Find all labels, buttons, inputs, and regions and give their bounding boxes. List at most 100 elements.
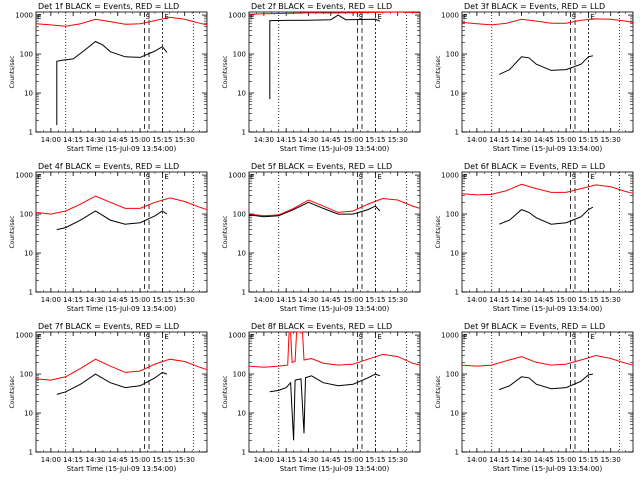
y-axis-label: Counts/sec (9, 215, 16, 248)
y-tick-label: 10 (237, 410, 246, 418)
plot-frame (461, 171, 634, 293)
lld-rate-line (248, 331, 421, 368)
x-tick-label: 14:30 (298, 136, 318, 144)
x-tick-label: 14:45 (321, 296, 341, 304)
x-tick-label: 15:15 (578, 136, 598, 144)
x-tick-label: 14:45 (108, 456, 128, 464)
ss-label: S (146, 173, 151, 181)
lld-rate-line (461, 183, 634, 196)
start-label: E (250, 13, 254, 21)
x-tick-label: 15:00 (343, 456, 363, 464)
y-axis-label: Counts/sec (9, 55, 16, 88)
x-tick-label: 14:45 (534, 456, 554, 464)
x-tick-label: 14:45 (108, 136, 128, 144)
y-axis-label: Counts/sec (435, 375, 442, 408)
y-tick-label: 1 (29, 129, 33, 137)
x-axis-label: Start Time (15-Jul-09 13:54:00) (280, 145, 390, 153)
plot-frame (35, 11, 208, 133)
y-tick-label: 1 (29, 289, 33, 297)
panel-svg: Det 8f BLACK = Events, RED = LLD E S E 1 10 10… (222, 322, 421, 473)
y-tick-label: 100 (233, 371, 246, 379)
lld-rate-line (248, 197, 421, 217)
detector-panel-6: Det 6f BLACK = Events, RED = LLD E S E 1 10 10… (426, 160, 639, 320)
se-label: E (590, 13, 594, 21)
panel-title: Det 4f BLACK = Events, RED = LLD (38, 162, 179, 171)
y-tick-label: 1 (455, 289, 459, 297)
x-tick-label: 15:30 (601, 136, 621, 144)
x-tick-label: 15:30 (175, 136, 195, 144)
x-tick-label: 15:15 (578, 296, 598, 304)
panel-title: Det 8f BLACK = Events, RED = LLD (251, 322, 392, 331)
y-tick-label: 1000 (228, 332, 246, 340)
y-tick-label: 1 (29, 449, 33, 457)
x-tick-label: 14:15 (489, 296, 509, 304)
x-tick-label: 14:15 (63, 136, 83, 144)
y-tick-label: 1 (455, 449, 459, 457)
x-tick-label: 14:30 (511, 456, 531, 464)
events-rate-line (248, 201, 381, 218)
x-tick-label: 15:30 (388, 296, 408, 304)
se-label: E (164, 173, 168, 181)
panel-title: Det 7f BLACK = Events, RED = LLD (38, 322, 179, 331)
x-tick-label: 15:15 (365, 136, 385, 144)
y-tick-label: 100 (233, 211, 246, 219)
y-tick-label: 10 (450, 250, 459, 258)
y-tick-label: 1 (242, 449, 246, 457)
x-tick-label: 14:15 (276, 456, 296, 464)
x-axis-label: Start Time (15-Jul-09 13:54:00) (493, 145, 603, 153)
detector-panel-1: Det 1f BLACK = Events, RED = LLD E S E 1 10 10… (0, 0, 213, 160)
y-tick-label: 1 (455, 129, 459, 137)
ss-label: S (146, 13, 151, 21)
events-rate-line (56, 371, 168, 395)
x-tick-label: 14:00 (254, 296, 274, 304)
events-rate-line (498, 55, 594, 75)
x-tick-label: 15:00 (343, 136, 363, 144)
panel-title: Det 3f BLACK = Events, RED = LLD (464, 2, 605, 11)
y-axis-label: Counts/sec (222, 55, 229, 88)
x-tick-label: 15:30 (175, 296, 195, 304)
y-axis-label: Counts/sec (9, 375, 16, 408)
y-tick-label: 1 (242, 289, 246, 297)
panel-title: Det 2f BLACK = Events, RED = LLD (251, 2, 392, 11)
lld-rate-line (35, 195, 208, 215)
events-rate-line (499, 206, 594, 225)
x-tick-label: 14:15 (63, 296, 83, 304)
start-label: E (37, 333, 41, 341)
lld-rate-line (461, 354, 634, 367)
x-tick-label: 14:00 (41, 456, 61, 464)
panel-title: Det 5f BLACK = Events, RED = LLD (251, 162, 392, 171)
ss-label: S (359, 333, 364, 341)
se-label: E (590, 333, 594, 341)
y-axis-label: Counts/sec (222, 375, 229, 408)
x-tick-label: 15:00 (343, 296, 363, 304)
x-tick-label: 15:30 (388, 136, 408, 144)
se-label: E (164, 13, 168, 21)
lld-rate-line (461, 18, 634, 26)
panel-title: Det 9f BLACK = Events, RED = LLD (464, 322, 605, 331)
x-tick-label: 14:45 (534, 296, 554, 304)
start-label: E (37, 13, 41, 21)
x-tick-label: 15:15 (365, 456, 385, 464)
y-tick-label: 10 (24, 410, 33, 418)
y-tick-label: 1000 (441, 332, 459, 340)
start-label: E (463, 333, 467, 341)
x-tick-label: 14:00 (467, 136, 487, 144)
start-label: E (250, 333, 254, 341)
se-label: E (377, 13, 381, 21)
panel-svg: Det 6f BLACK = Events, RED = LLD E S E 1 10 10… (435, 162, 634, 313)
detector-panel-3: Det 3f BLACK = Events, RED = LLD E S E 1 10 10… (426, 0, 639, 160)
x-tick-label: 14:45 (321, 136, 341, 144)
panel-svg: Det 1f BLACK = Events, RED = LLD E S E 1 10 10… (9, 2, 208, 153)
x-tick-label: 14:30 (254, 136, 274, 144)
ss-label: S (572, 173, 577, 181)
y-tick-label: 1000 (15, 12, 33, 20)
ss-label: S (359, 13, 364, 21)
se-label: E (164, 333, 168, 341)
lld-rate-line (248, 11, 421, 15)
y-tick-label: 100 (20, 371, 33, 379)
ss-label: S (572, 333, 577, 341)
panel-title: Det 6f BLACK = Events, RED = LLD (464, 162, 605, 171)
panel-title: Det 1f BLACK = Events, RED = LLD (38, 2, 179, 11)
x-tick-label: 15:00 (556, 296, 576, 304)
x-axis-label: Start Time (15-Jul-09 13:54:00) (280, 465, 390, 473)
